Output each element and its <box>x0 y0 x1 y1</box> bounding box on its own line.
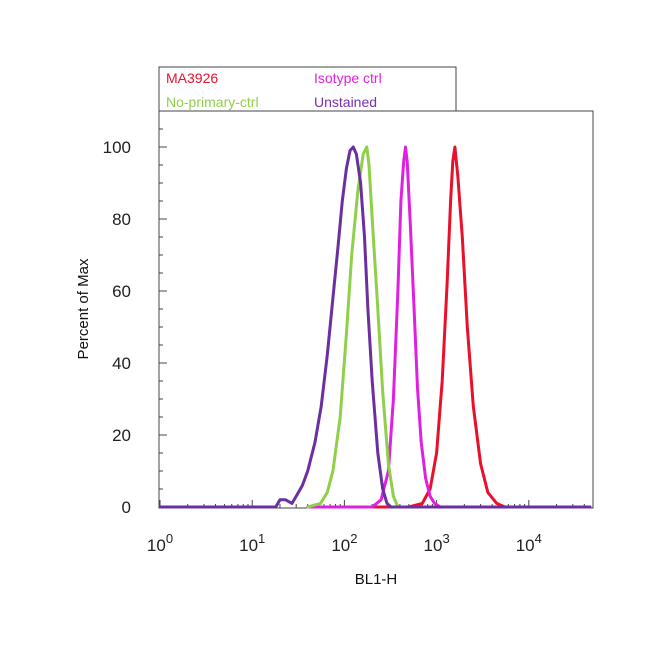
legend-item-unstained: Unstained <box>314 94 377 110</box>
x-tick-label: 103 <box>424 531 450 555</box>
y-axis-title: Percent of Max <box>75 258 92 359</box>
x-tick-label: 100 <box>147 531 173 555</box>
y-tick-label: 40 <box>112 354 131 373</box>
series-line-isotype-ctrl <box>306 145 592 509</box>
y-tick-label: 60 <box>112 282 131 301</box>
y-tick-label: 100 <box>103 138 131 157</box>
x-tick-label: 101 <box>239 531 265 555</box>
series-line-unstained <box>158 145 592 509</box>
legend-item-isotype-ctrl: Isotype ctrl <box>314 70 382 86</box>
series-line-ma3926 <box>356 145 592 509</box>
series-line-no-primary-ctrl <box>306 145 400 509</box>
legend-item-no-primary-ctrl: No-primary-ctrl <box>166 94 259 110</box>
y-tick-label: 0 <box>122 498 131 517</box>
x-axis-title: BL1-H <box>355 571 398 588</box>
x-tick-label: 102 <box>331 531 357 555</box>
x-tick-label: 104 <box>516 531 542 555</box>
legend-item-ma3926: MA3926 <box>166 70 218 86</box>
y-tick-label: 20 <box>112 426 131 445</box>
y-tick-label: 80 <box>112 210 131 229</box>
legend-box <box>158 66 457 112</box>
